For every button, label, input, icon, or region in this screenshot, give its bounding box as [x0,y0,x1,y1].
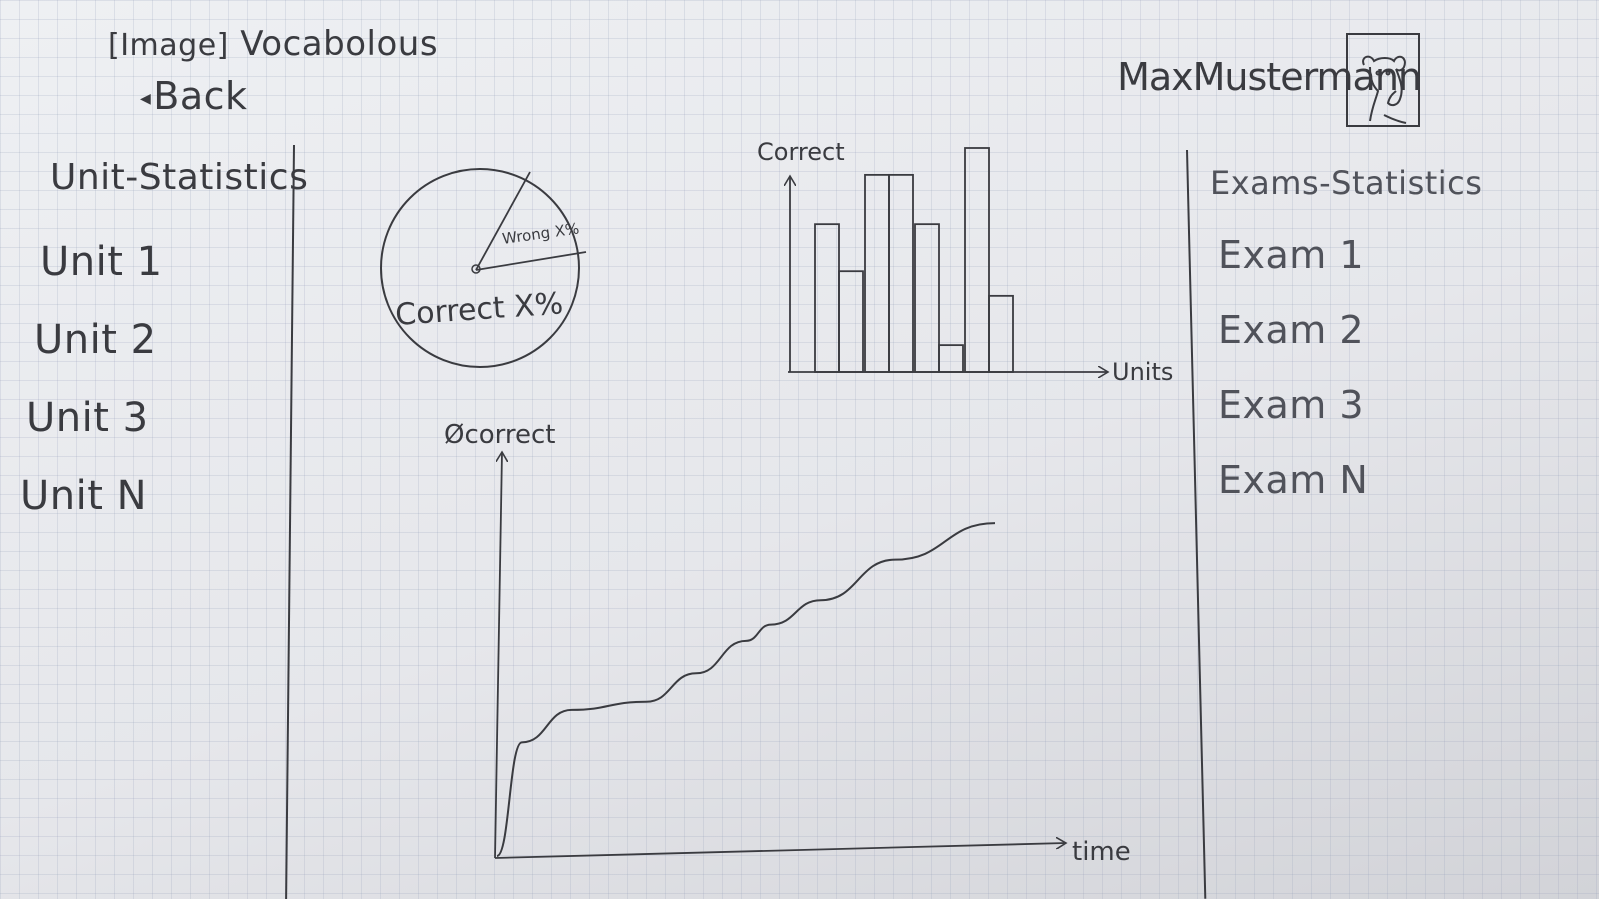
exam-item[interactable]: Exam N [1218,458,1369,502]
pie-chart: Wrong X% Correct X% [380,168,587,368]
line-y-axis [494,452,502,859]
app-title: [Image] Vocabolous [108,22,438,68]
line-x-axis [494,843,1066,859]
app-header: [Image] Vocabolous [108,22,438,68]
unit-statistics-heading: Unit-Statistics [50,157,309,198]
line-chart: Øcorrect time [444,420,1131,867]
back-label: Back [153,74,248,118]
exam-statistics-panel: Exams-Statistics Exam 1 Exam 2 Exam 3 Ex… [1200,150,1599,899]
exam-item[interactable]: Exam 2 [1218,308,1365,352]
bar-chart: Correct Units [757,138,1173,386]
unit-item[interactable]: Unit N [20,473,148,519]
pie-label-wrong: Wrong X% [501,219,580,248]
avatar-icon [1362,55,1407,124]
exam-item[interactable]: Exam 1 [1218,233,1365,277]
pie-slice-divider [475,251,587,271]
trend-line [496,522,996,857]
unit-item[interactable]: Unit 2 [34,317,157,363]
pie-outline [380,168,580,368]
app-logo-placeholder: [Image] [108,28,229,63]
unit-statistics-panel: Unit-Statistics Unit 1 Unit 2 Unit 3 Uni… [0,145,308,899]
back-arrow-icon: ◀ [140,90,152,107]
bars-group [814,147,1014,373]
exam-item[interactable]: Exam 3 [1218,383,1365,427]
bar [964,147,990,373]
bar-secondary [838,270,864,373]
bar [864,173,890,373]
bar-y-label: Correct [757,138,845,166]
unit-list: Unit 1 Unit 2 Unit 3 Unit N [20,223,163,535]
line-y-label: Øcorrect [444,420,556,450]
bar-secondary [888,173,914,373]
unit-item[interactable]: Unit 1 [40,239,163,285]
bar-secondary [988,294,1014,373]
bar-secondary [938,344,964,373]
pie-center [471,264,481,274]
unit-item[interactable]: Unit 3 [26,395,149,441]
pie-slice-divider [475,171,531,271]
bar [814,223,840,373]
bar [914,223,940,373]
exam-statistics-heading: Exams-Statistics [1210,164,1483,202]
pie-label-correct: Correct X% [394,286,564,333]
line-x-label: time [1072,837,1131,867]
bar-x-label: Units [1112,358,1173,386]
exam-list: Exam 1 Exam 2 Exam 3 Exam N [1218,218,1368,518]
avatar[interactable] [1346,33,1420,127]
app-name: Vocabolous [240,24,439,64]
back-button[interactable]: ◀Back [140,74,248,121]
